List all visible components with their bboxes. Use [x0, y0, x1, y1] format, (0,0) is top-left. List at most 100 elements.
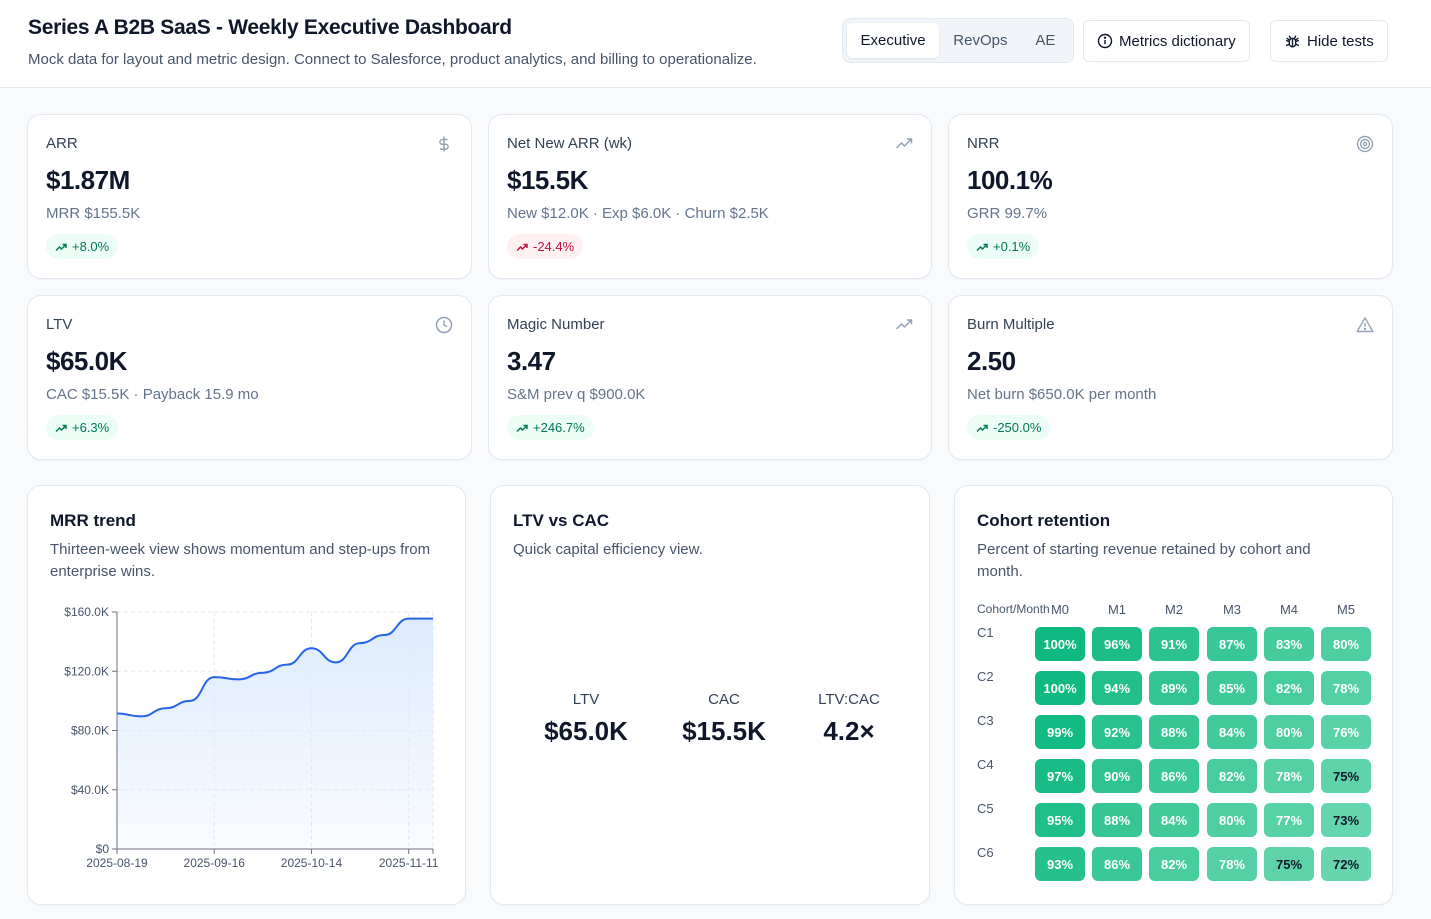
panel-title: LTV vs CAC — [513, 511, 610, 530]
cohort-cell: 80% — [1321, 627, 1371, 661]
cohort-cell: 75% — [1264, 847, 1314, 881]
delta-badge: +0.1% — [967, 234, 1040, 259]
cohort-month-header: M5 — [1336, 602, 1356, 617]
cohort-month-header: M4 — [1279, 602, 1299, 617]
kpi-label: LTV — [46, 316, 73, 333]
kpi-subtext: Net burn $650.0K per month — [967, 386, 1157, 403]
y-tick-label: $120.0K — [64, 664, 109, 678]
kpi-card-magic-number: Magic Number 3.47 S&M prev q $900.0K +24… — [488, 295, 932, 460]
kpi-label: NRR — [967, 135, 1000, 152]
x-tick-label: 2025-09-16 — [184, 856, 246, 870]
cohort-row-label: C5 — [977, 801, 994, 816]
kpi-label: ARR — [46, 135, 78, 152]
panel-description: Thirteen-week view shows momentum and st… — [50, 541, 431, 580]
cohort-cell: 73% — [1321, 803, 1371, 837]
trending-up-icon — [516, 424, 528, 432]
cohort-cell: 96% — [1092, 627, 1142, 661]
cohort-cell: 89% — [1149, 671, 1199, 705]
cohort-cell: 100% — [1035, 671, 1085, 705]
dollar-icon — [439, 136, 449, 152]
x-tick-label: 2025-11-11 — [379, 856, 439, 870]
cohort-cell: 86% — [1092, 847, 1142, 881]
cohort-cell: 88% — [1092, 803, 1142, 837]
ltv-cac-ratio-stat: LTV:CAC 4.2× — [789, 691, 909, 747]
kpi-card-burn-multiple: Burn Multiple 2.50 Net burn $650.0K per … — [948, 295, 1393, 460]
delta-value: -24.4% — [533, 239, 575, 254]
cohort-cell: 77% — [1264, 803, 1314, 837]
cohort-cell: 83% — [1264, 627, 1314, 661]
cohort-cell: 78% — [1321, 671, 1371, 705]
cohort-cell: 82% — [1207, 759, 1257, 793]
delta-badge: -24.4% — [507, 234, 584, 259]
clock-icon — [435, 316, 453, 334]
cohort-month-header: M0 — [1050, 602, 1070, 617]
stat-label: LTV — [572, 691, 600, 708]
delta-badge: -250.0% — [967, 415, 1051, 440]
cohort-cell: 80% — [1264, 715, 1314, 749]
cohort-cell: 75% — [1321, 759, 1371, 793]
cohort-row-label: C4 — [977, 757, 994, 772]
metrics-dictionary-button[interactable]: Metrics dictionary — [1083, 20, 1250, 62]
cohort-row-label: C6 — [977, 845, 994, 860]
kpi-label: Magic Number — [507, 316, 605, 333]
cohort-cell: 76% — [1321, 715, 1371, 749]
tab-executive[interactable]: Executive — [847, 23, 940, 58]
cac-stat: CAC $15.5K — [664, 691, 784, 747]
kpi-label: Burn Multiple — [967, 316, 1055, 333]
cohort-cell: 99% — [1035, 715, 1085, 749]
x-tick-label: 2025-08-19 — [86, 856, 148, 870]
cohort-cell: 78% — [1264, 759, 1314, 793]
cohort-month-header: M1 — [1107, 602, 1127, 617]
delta-badge: +246.7% — [507, 415, 594, 440]
kpi-value: $15.5K — [507, 165, 588, 195]
cohort-row-label: C2 — [977, 669, 994, 684]
kpi-value: $1.87M — [46, 165, 130, 195]
cohort-cell: 84% — [1149, 803, 1199, 837]
cohort-row-label: C3 — [977, 713, 994, 728]
kpi-value: 2.50 — [967, 346, 1016, 376]
stat-label: LTV:CAC — [818, 691, 880, 708]
cohort-grid: M0 M1 M2 M3 M4 M5 C1 100% 96% 91% 87% 83% 80% C2 100% 9… — [955, 486, 1394, 906]
delta-value: +6.3% — [72, 420, 110, 435]
delta-value: +246.7% — [533, 420, 585, 435]
mrr-area — [117, 618, 433, 849]
cohort-corner-label: Cohort/Month — [977, 602, 1050, 616]
cohort-cell: 78% — [1207, 847, 1257, 881]
trending-up-icon — [55, 424, 67, 432]
cohort-cell: 90% — [1092, 759, 1142, 793]
y-tick-label: $80.0K — [71, 724, 109, 738]
trending-up-icon — [516, 243, 528, 251]
hide-tests-button[interactable]: Hide tests — [1270, 20, 1388, 62]
trending-up-icon — [976, 243, 988, 251]
mrr-trend-panel: MRR trend Thirteen-week view shows momen… — [27, 485, 466, 905]
trending-up-icon — [976, 424, 988, 432]
cohort-cell: 80% — [1207, 803, 1257, 837]
cohort-cell: 82% — [1264, 671, 1314, 705]
panel-title: Cohort retention — [977, 511, 1111, 530]
header-bar: Series A B2B SaaS - Weekly Executive Das… — [0, 0, 1431, 88]
kpi-card-nrr: NRR 100.1% GRR 99.7% +0.1% — [948, 114, 1393, 279]
cohort-month-header: M2 — [1164, 602, 1184, 617]
panel-description: Percent of starting revenue retained by … — [977, 541, 1311, 580]
y-tick-label: $0 — [96, 842, 110, 856]
target-icon — [1356, 135, 1374, 153]
warning-icon — [1356, 317, 1374, 333]
tab-ae[interactable]: AE — [1035, 32, 1056, 49]
bug-icon — [1285, 34, 1300, 48]
kpi-card-arr: ARR $1.87M MRR $155.5K +8.0% — [27, 114, 472, 279]
page-title: Series A B2B SaaS - Weekly Executive Das… — [28, 16, 512, 39]
kpi-subtext: GRR 99.7% — [967, 205, 1048, 222]
delta-badge: +6.3% — [46, 415, 119, 440]
info-icon — [1097, 33, 1113, 49]
stat-label: CAC — [708, 691, 740, 708]
hide-tests-label: Hide tests — [1307, 32, 1374, 50]
stat-value: $15.5K — [682, 716, 766, 746]
kpi-subtext: CAC $15.5K · Payback 15.9 mo — [46, 386, 259, 403]
y-tick-label: $40.0K — [71, 783, 109, 797]
cohort-cell: 85% — [1207, 671, 1257, 705]
page-subtitle: Mock data for layout and metric design. … — [28, 51, 757, 68]
x-tick-label: 2025-10-14 — [281, 856, 343, 870]
cohort-cell: 87% — [1207, 627, 1257, 661]
tab-revops[interactable]: RevOps — [953, 32, 1008, 49]
trending-up-icon — [55, 243, 67, 251]
